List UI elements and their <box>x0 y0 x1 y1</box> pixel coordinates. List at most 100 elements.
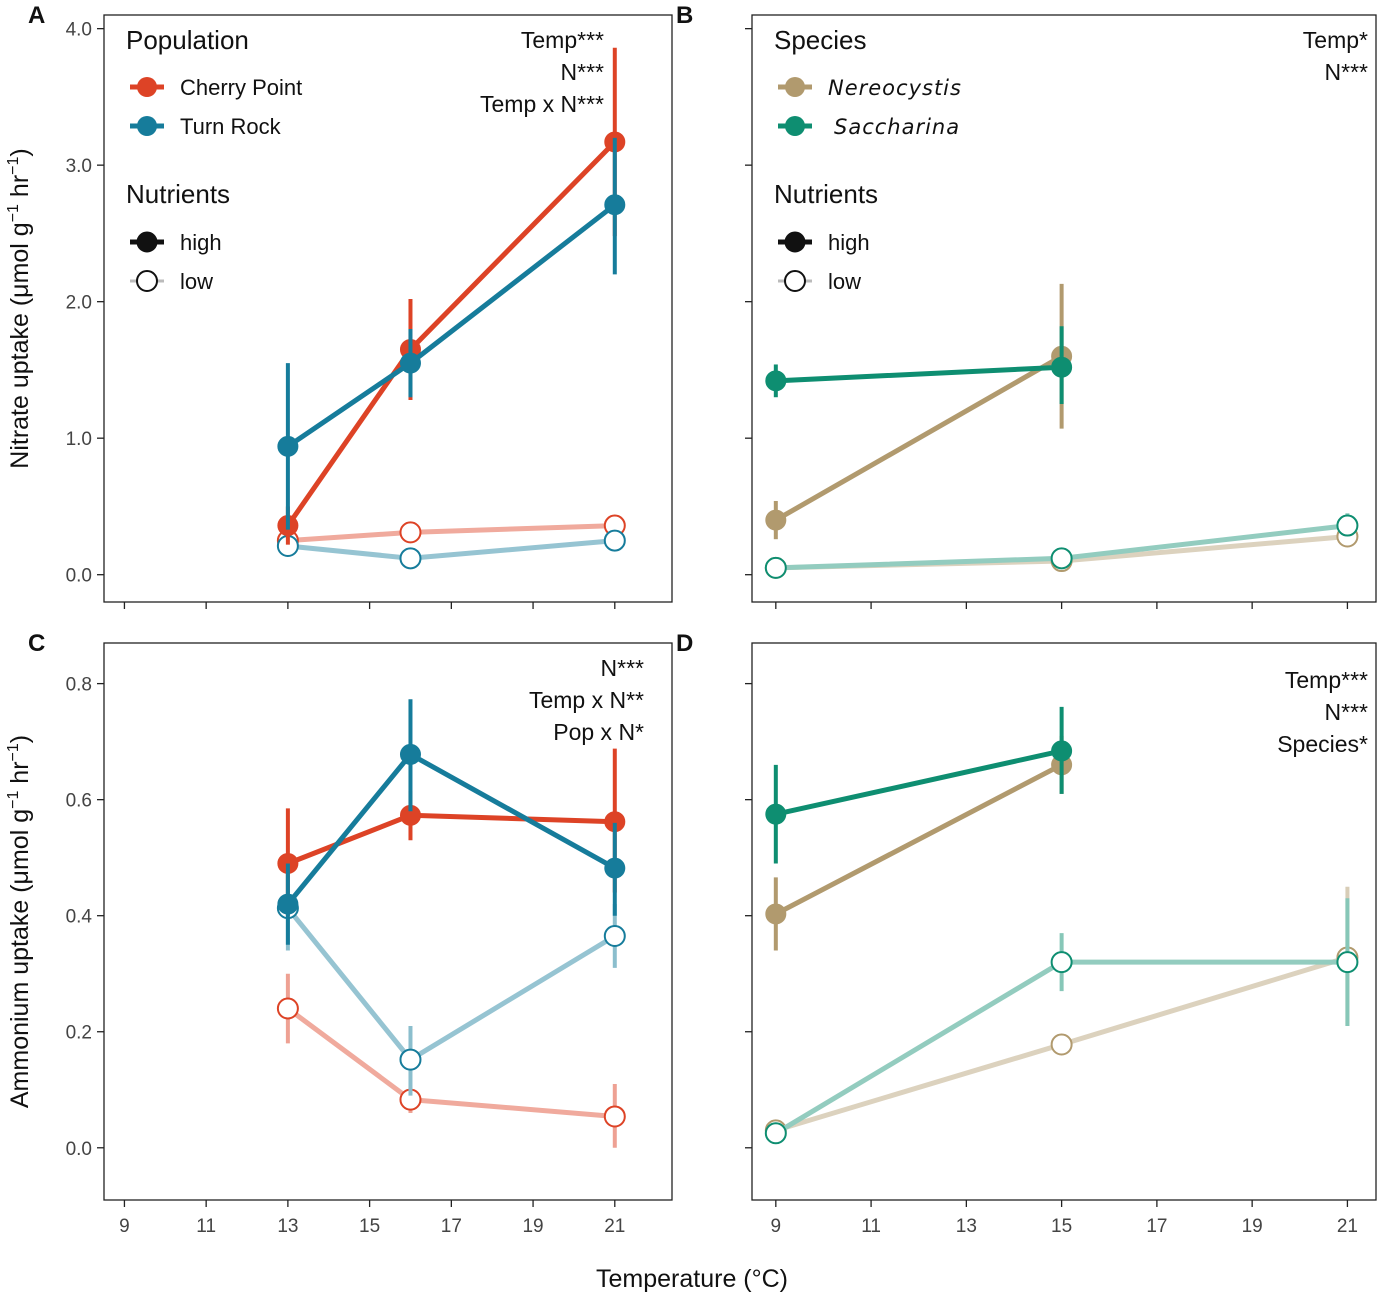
y-tick-label: 0.4 <box>66 907 93 928</box>
y-axis-title-part: μ <box>6 870 34 884</box>
stat-annotation: N*** <box>1325 59 1369 85</box>
stat-annotation: N*** <box>561 59 605 85</box>
legend-key-dot <box>784 231 806 253</box>
series-line <box>285 1006 618 1119</box>
legend-nutrient-title: Nutrients <box>774 179 878 209</box>
y-tick-label: 0.8 <box>66 675 92 696</box>
series-turn-rock-high <box>277 699 626 945</box>
series-line <box>285 538 618 561</box>
data-point <box>399 352 421 374</box>
y-axis-title-part: Nitrate uptake ( <box>6 297 34 469</box>
data-point <box>399 521 422 544</box>
x-tick-label: 11 <box>861 1216 881 1237</box>
legend-key-dot <box>136 270 158 292</box>
y-axis-title: Nitrate uptake (μmol g−1 hr−1) <box>5 148 34 468</box>
data-point <box>399 1048 422 1071</box>
legend-key-dot <box>136 231 158 253</box>
panel-C: C 0.0 0.2 0.4 0.6 0.8 9 11 13 15 17 19 21 Ammonium up… <box>5 630 673 1237</box>
data-point <box>1336 514 1359 537</box>
x-tick-label: 15 <box>359 1216 380 1237</box>
x-tick-label: 13 <box>956 1216 977 1237</box>
series-line <box>773 748 1065 817</box>
x-tick-label: 17 <box>441 1216 462 1237</box>
data-point <box>1050 547 1073 570</box>
x-tick-label: 11 <box>196 1216 216 1237</box>
y-axis-title-part: ) <box>6 148 34 156</box>
series-saccharina-low <box>764 513 1359 579</box>
stat-annotation: Pop x N* <box>553 719 644 745</box>
panel-letter: A <box>28 2 45 29</box>
series-line <box>773 364 1065 384</box>
y-axis-title-part: hr <box>6 761 34 790</box>
data-point <box>276 997 299 1020</box>
series-cherry-point-low <box>276 973 626 1148</box>
data-point <box>1051 740 1073 762</box>
x-tick-label: 13 <box>277 1216 298 1237</box>
legend-key-dot <box>137 116 157 136</box>
x-tick-label: 21 <box>1337 1216 1358 1237</box>
y-tick-label: 0.2 <box>66 1023 92 1044</box>
y-axis-title-part: μ <box>6 283 34 297</box>
legend-nutrient-title: Nutrients <box>126 179 230 209</box>
stat-annotation: Temp*** <box>1285 667 1368 693</box>
x-tick-label: 21 <box>604 1216 625 1237</box>
data-point <box>277 435 299 457</box>
legend-group-title: Species <box>774 25 867 55</box>
stat-annotation: Species* <box>1277 731 1368 757</box>
data-point <box>604 857 626 879</box>
data-point <box>1051 356 1073 378</box>
series-cherry-point-high <box>277 748 626 916</box>
data-point <box>1050 951 1073 974</box>
x-tick-label: 15 <box>1051 1216 1072 1237</box>
legend-item-label: Cherry Point <box>180 75 302 100</box>
y-tick-label: 0.6 <box>66 791 92 812</box>
legend-group-title: Population <box>126 25 249 55</box>
panel-frame <box>751 642 1377 1201</box>
series-turn-rock-low <box>276 529 626 570</box>
series-line <box>773 762 1065 917</box>
y-tick-label: 2.0 <box>66 293 92 314</box>
y-tick-label: 3.0 <box>66 156 92 177</box>
stat-annotation: Temp x N*** <box>480 91 604 117</box>
y-axis-title: Ammonium uptake (μmol g−1 hr−1) <box>5 735 34 1108</box>
legend-key-dot <box>785 77 805 97</box>
data-point <box>764 1122 787 1145</box>
data-point <box>765 803 787 825</box>
series-line <box>285 751 618 907</box>
panel-D: D 9 11 13 15 17 19 21 Temp*** N*** Species* <box>676 630 1377 1237</box>
legend-item-label: Saccharina <box>834 115 960 139</box>
panel-frame <box>103 642 673 1201</box>
legend: Species Nereocystis Saccharina Nutrients hig… <box>774 25 961 294</box>
y-axis-title-part: ) <box>6 735 34 743</box>
y-axis-title-part: hr <box>6 175 34 204</box>
data-point <box>277 893 299 915</box>
series-saccharina-low <box>764 898 1359 1145</box>
legend-key-dot <box>785 116 805 136</box>
data-point <box>764 556 787 579</box>
y-tick-label: 1.0 <box>66 429 92 450</box>
data-point <box>604 194 626 216</box>
data-point <box>603 1105 626 1128</box>
series-nereocystis-high <box>765 283 1073 540</box>
stat-annotation: N*** <box>1325 699 1369 725</box>
data-point <box>603 529 626 552</box>
series-turn-rock-low <box>276 869 626 1096</box>
series-nereocystis-low <box>764 886 1359 1142</box>
legend: Population Cherry Point Turn Rock Nutrients… <box>126 25 302 294</box>
series-line <box>285 523 618 544</box>
x-tick-label: 9 <box>771 1216 782 1237</box>
panel-frame <box>103 14 673 603</box>
data-point <box>765 370 787 392</box>
x-tick-label: 9 <box>119 1216 130 1237</box>
data-point <box>1336 951 1359 974</box>
panel-letter: B <box>676 2 693 29</box>
y-axis-title-part: −1 <box>5 791 22 809</box>
x-tick-label: 19 <box>522 1216 543 1237</box>
y-tick-label: 4.0 <box>66 20 92 41</box>
panel-B: B Temp* N*** Species Nereocystis Saccharina Nu… <box>676 2 1377 609</box>
x-tick-label: 19 <box>1242 1216 1263 1237</box>
stat-annotation: Temp* <box>1303 27 1368 53</box>
y-axis-title-part: mol g <box>6 809 34 870</box>
